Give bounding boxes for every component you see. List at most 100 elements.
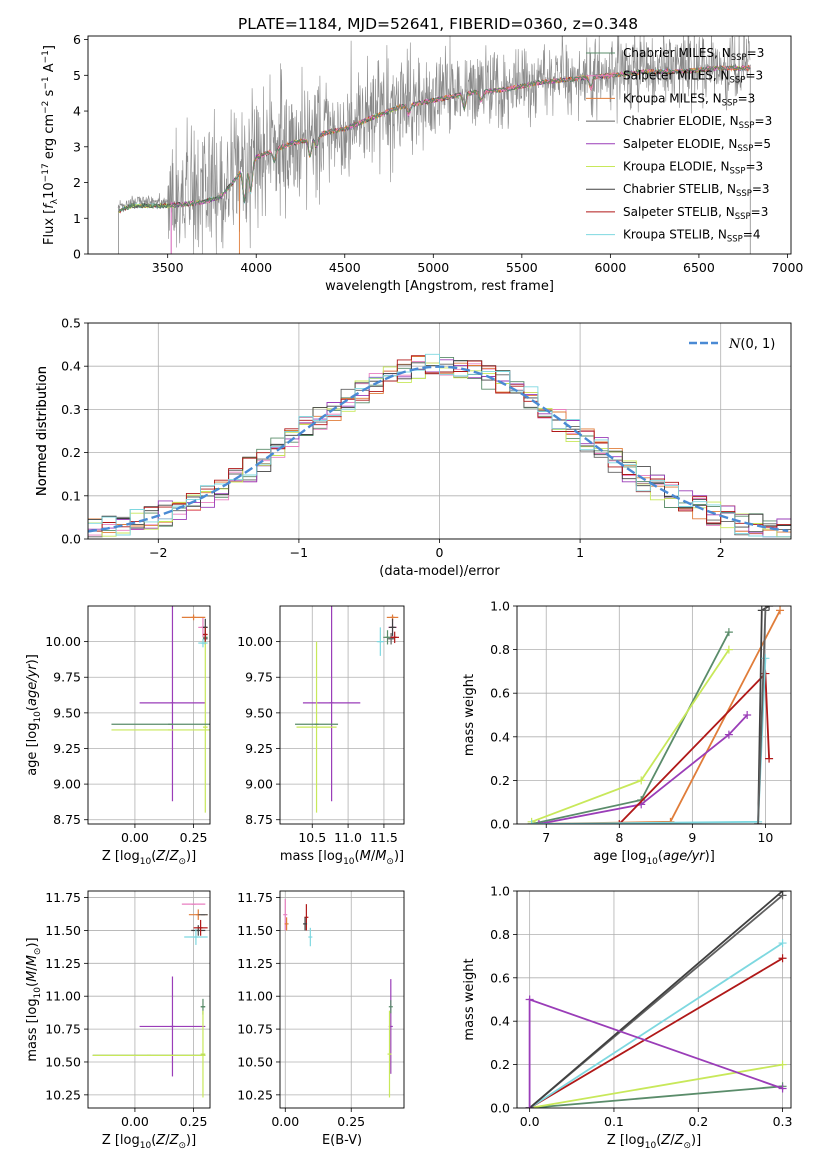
x-axis-label: age [log10(age/yr)] [593, 849, 715, 867]
x-tick-label: 0.00 [271, 1114, 299, 1129]
weight_vs_age-plot-area [517, 606, 791, 824]
y-tick-label: 10.50 [45, 1054, 81, 1069]
age_vs_mass-panel: 10.5 11.0 11.5 8.75 9.00 9.25 9.50 9.75 10.00 mas… [237, 605, 405, 867]
x-tick-label: 10.5 [298, 830, 326, 845]
weight_vs_age-panel: 7 8 9 10 0.0 0.2 0.4 0.6 0.8 1.0 age [log10(age/yr… [462, 599, 792, 867]
y-tick-label: 11.25 [45, 956, 81, 971]
model-spectrum-chabrier-miles [118, 64, 751, 212]
y-tick-label: 0.4 [490, 1014, 510, 1029]
y-axis-label: age [log10(age/yr)] [25, 654, 43, 776]
legend-entry: N(0, 1) [728, 337, 775, 352]
weight-line-kroupa-stelib [529, 942, 784, 1108]
weight-marker [724, 730, 733, 739]
legend-entry: Salpeter ELODIE, NSSP=5 [623, 137, 771, 154]
weight-line-chabrier-elodie [757, 610, 767, 824]
legend-entry: Salpeter STELIB, NSSP=3 [623, 205, 768, 222]
weight-line-salpeter-stelib [529, 957, 784, 1108]
weight-line-chabrier-miles [531, 631, 730, 824]
axes-frame [87, 322, 792, 540]
x-tick-label: 0 [436, 545, 444, 560]
legend-entry: Chabrier MILES, NSSP=3 [623, 46, 764, 63]
y-tick-label: 9.25 [245, 741, 273, 756]
weight-marker [761, 654, 770, 663]
spectrum-legend: Chabrier MILES, NSSP=3 Salpeter MILES, NS… [586, 46, 772, 245]
y-axis-label: Flux [fλ10−17 erg cm−2 s−1 A−1] [41, 45, 60, 245]
x-tick-label: 2 [717, 545, 725, 560]
weight-marker [761, 606, 770, 615]
y-tick-label: 11.50 [237, 923, 273, 938]
weight-line-salpeter-elodie [528, 998, 783, 1108]
y-tick-label: 10.00 [45, 634, 81, 649]
x-tick-label: 3500 [152, 260, 184, 275]
y-tick-label: 8.75 [245, 812, 273, 827]
x-tick-label: 4500 [329, 260, 361, 275]
figure-title: PLATE=1184, MJD=52641, FIBERID=0360, z=0… [238, 15, 638, 33]
y-tick-label: 0.2 [61, 445, 81, 460]
x-tick-label: 5000 [417, 260, 449, 275]
age_vs_Z-plot-area [88, 606, 210, 824]
weight-marker [534, 820, 543, 824]
weight-marker [765, 606, 774, 610]
spectrum-panel: 3500 4000 4500 5000 5500 6000 6500 7000 0 1 2 3 4 5 6 C… [41, 32, 804, 294]
y-tick-label: 0.6 [490, 686, 510, 701]
x-tick-label: 0.25 [180, 830, 208, 845]
legend-entry: Kroupa STELIB, NSSP=4 [623, 228, 761, 245]
y-tick-label: 0.2 [490, 1057, 510, 1072]
residual_hist-panel: −2 −1 0 1 2 0.0 0.1 0.2 0.3 0.4 0.5 N(0, 1) (data-mo… [35, 316, 792, 579]
residual_hist-plot-area [88, 323, 791, 539]
weight-marker [776, 606, 785, 615]
axes-frame [87, 890, 211, 1109]
weight-marker [778, 954, 787, 963]
y-tick-label: 6 [73, 32, 81, 47]
y-tick-label: 5 [73, 68, 81, 83]
axes-frame [87, 605, 211, 825]
x-tick-label: 9 [688, 830, 696, 845]
x-tick-label: 0.1 [604, 1114, 624, 1129]
y-tick-label: 9.50 [53, 705, 81, 720]
x-tick-label: 11.0 [334, 830, 362, 845]
x-tick-label: −2 [149, 545, 167, 560]
weight-marker [615, 820, 624, 824]
y-tick-label: 10.25 [237, 1087, 273, 1102]
y-tick-label: 10.50 [237, 1054, 273, 1069]
x-tick-label: 0.0 [520, 1114, 540, 1129]
y-tick-label: 0.6 [490, 970, 510, 985]
y-tick-label: 0 [73, 247, 81, 262]
mass_vs_ebv-plot-area [280, 891, 404, 1108]
legend-entry: Chabrier STELIB, NSSP=3 [623, 182, 770, 199]
mass_vs_ebv-panel: 0.00 0.25 10.25 10.50 10.75 11.00 11.25 11.50 11… [237, 890, 405, 1148]
weight-marker [527, 820, 536, 824]
y-tick-label: 10.25 [45, 1087, 81, 1102]
y-axis-label: Normed distribution [35, 366, 50, 496]
weight-marker [525, 995, 534, 1004]
y-tick-label: 0.8 [490, 927, 510, 942]
y-tick-label: 10.00 [237, 634, 273, 649]
gaussian-curve [88, 365, 789, 533]
x-tick-label: 0.00 [121, 830, 149, 845]
weight-marker [778, 891, 787, 895]
x-tick-label: 4000 [240, 260, 272, 275]
y-tick-label: 0.3 [61, 402, 81, 417]
weight_vs_Z-panel: 0.0 0.1 0.2 0.3 0.0 0.2 0.4 0.6 0.8 1.0 Z [log10(Z… [462, 884, 793, 1152]
x-tick-label: 6500 [683, 260, 715, 275]
histogram-kroupa-stelib [88, 353, 791, 538]
y-tick-label: 11.75 [237, 890, 273, 905]
y-tick-label: 9.75 [53, 670, 81, 685]
histogram-legend: N(0, 1) [689, 337, 775, 352]
legend-entry: Chabrier ELODIE, NSSP=3 [623, 114, 772, 131]
x-tick-label: 0.3 [773, 1114, 793, 1129]
y-tick-label: 1.0 [490, 884, 510, 899]
y-tick-label: 4 [73, 104, 81, 119]
y-tick-label: 11.75 [45, 890, 81, 905]
axes-frame [279, 605, 405, 825]
y-tick-label: 0.0 [490, 1101, 510, 1116]
x-tick-label: 0.00 [121, 1114, 149, 1129]
x-tick-label: 8 [615, 830, 623, 845]
y-tick-label: 8.75 [53, 812, 81, 827]
y-tick-label: 0.1 [61, 488, 81, 503]
x-axis-label: mass [log10(M/M⊙)] [280, 849, 404, 867]
x-tick-label: 7000 [772, 260, 804, 275]
weight-line-salpeter-stelib [618, 671, 770, 824]
model-spectrum-salpeter-miles [171, 65, 751, 207]
